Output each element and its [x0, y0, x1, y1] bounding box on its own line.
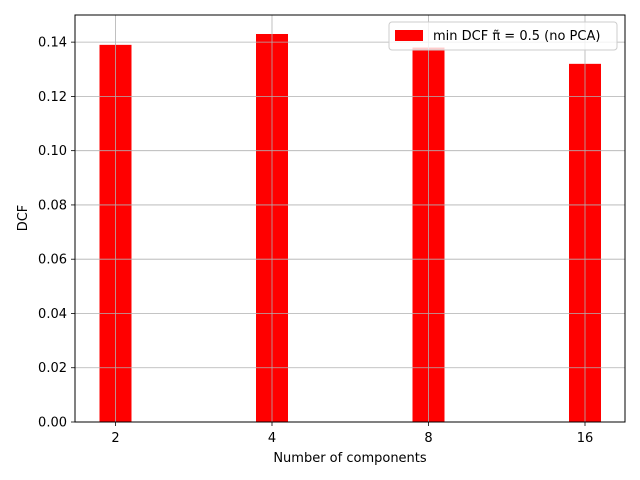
x-axis-label: Number of components [273, 451, 427, 466]
plot-area [74, 14, 626, 423]
x-tick-label: 16 [577, 431, 594, 446]
y-tick-label: 0.12 [38, 90, 67, 105]
y-tick-label: 0.04 [38, 307, 67, 322]
legend-frame [388, 21, 618, 51]
y-tick-label: 0.14 [38, 36, 67, 51]
legend-swatch [395, 30, 423, 41]
legend-label: min DCF π̃ = 0.5 (no PCA) [433, 29, 600, 44]
x-tick-label: 2 [111, 431, 119, 446]
y-tick-label: 0.10 [38, 144, 67, 159]
x-tick-label: 4 [268, 431, 276, 446]
y-tick-label: 0.02 [38, 361, 67, 376]
y-tick-label: 0.08 [38, 198, 67, 213]
axes-frame [74, 14, 626, 423]
x-axis-ticks: 2 4 8 16 [111, 422, 593, 446]
y-tick-label: 0.06 [38, 253, 67, 268]
y-axis-label: DCF [16, 205, 31, 232]
legend: min DCF π̃ = 0.5 (no PCA) [388, 21, 618, 51]
x-tick-label: 8 [424, 431, 432, 446]
y-tick-label: 0.00 [38, 416, 67, 431]
y-axis-ticks: 0.00 0.02 0.04 0.06 0.08 0.10 0.12 0.14 [38, 36, 75, 431]
